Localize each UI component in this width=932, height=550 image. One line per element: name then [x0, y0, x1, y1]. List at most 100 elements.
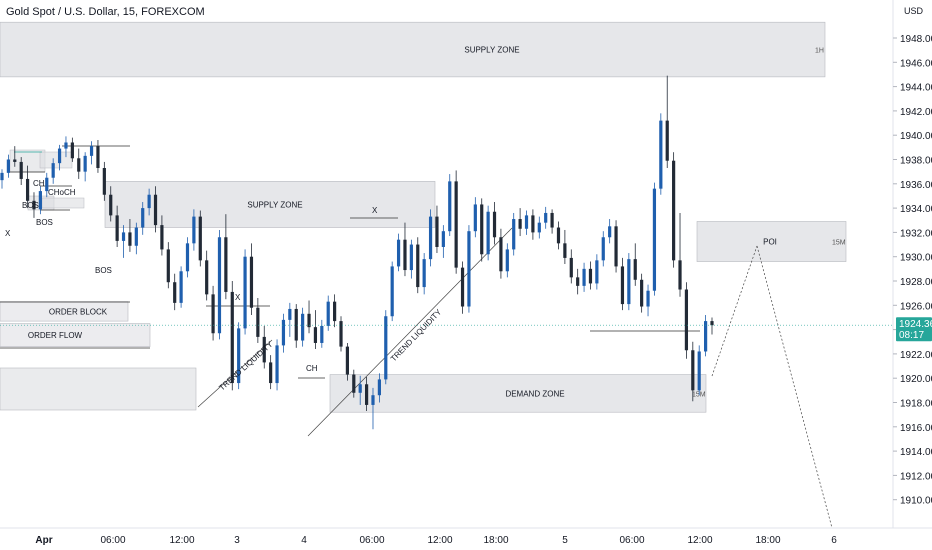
candle-body	[275, 345, 279, 384]
candle-body	[198, 216, 202, 261]
candle-body	[416, 244, 420, 288]
y-tick-label: 1912.00	[900, 471, 932, 482]
zone-rect	[104, 181, 436, 228]
y-tick-label: 1938.00	[900, 156, 932, 167]
candle	[467, 225, 471, 313]
candle	[416, 237, 420, 294]
candle-body	[614, 226, 618, 267]
candle-body	[307, 313, 311, 328]
candle-body	[13, 159, 17, 162]
candle-body	[352, 374, 356, 393]
y-tick-label: 1946.00	[900, 58, 932, 69]
candle	[224, 214, 228, 300]
candle-body	[499, 237, 503, 272]
trend-liquidity-line	[307, 227, 513, 437]
candle-body	[550, 212, 554, 228]
candle-body	[620, 266, 625, 305]
candle-body	[537, 222, 541, 233]
candle-body	[441, 231, 445, 247]
candle	[518, 208, 522, 237]
candle-body	[684, 289, 689, 351]
candle	[128, 219, 132, 252]
zone-rect	[41, 197, 85, 209]
candle-body	[160, 225, 164, 250]
candle-body	[121, 232, 126, 241]
candle	[505, 243, 509, 278]
candle-body	[57, 148, 62, 164]
candle-body	[422, 259, 426, 288]
zone-rect	[329, 374, 707, 413]
candle-body	[269, 362, 273, 384]
candle	[173, 273, 177, 311]
candle-body	[51, 163, 55, 178]
candle	[588, 261, 593, 290]
candle-body	[262, 336, 266, 363]
zone-label: POI	[763, 238, 777, 247]
candle-body	[288, 308, 292, 320]
candle-body	[601, 237, 605, 261]
candle	[640, 273, 644, 313]
candle-body	[364, 384, 369, 405]
candle-body	[524, 215, 529, 229]
candle	[710, 317, 714, 335]
candle-body	[128, 232, 132, 246]
candle-body	[83, 155, 87, 172]
candle-body	[710, 321, 714, 326]
candle	[243, 249, 247, 335]
candle	[403, 222, 407, 277]
candle	[569, 249, 573, 284]
y-tick-label: 1926.00	[900, 301, 932, 312]
annotation-x: X	[235, 293, 241, 302]
candle-body	[173, 282, 177, 303]
candle-body	[460, 267, 465, 307]
candle	[512, 212, 516, 256]
candle	[460, 261, 465, 314]
candle	[537, 216, 541, 239]
zone-label: SUPPLY ZONE	[247, 200, 302, 209]
y-tick-label: 1916.00	[900, 423, 932, 434]
zone-rect	[0, 21, 826, 78]
candle-body	[192, 216, 196, 244]
candle-body	[25, 178, 30, 201]
annotation-x: X	[372, 206, 378, 215]
candle	[13, 146, 17, 167]
candle-body	[480, 204, 484, 255]
candle	[192, 209, 196, 251]
candle-body	[608, 226, 612, 238]
candle	[256, 298, 260, 343]
candle-body	[64, 142, 68, 149]
candle	[179, 266, 183, 308]
candle	[486, 205, 490, 261]
candle	[448, 174, 452, 237]
x-tick-label: 12:00	[687, 535, 712, 546]
candle-body	[556, 227, 561, 244]
candle-body	[224, 237, 228, 292]
candle	[230, 281, 234, 391]
zone-timeframe: 15M	[832, 240, 846, 247]
x-tick-label: 18:00	[755, 535, 780, 546]
candle	[582, 262, 586, 292]
candle	[358, 375, 362, 405]
candle	[115, 205, 119, 247]
y-tick-label: 1928.00	[900, 277, 932, 288]
candle	[25, 165, 30, 209]
y-tick-label: 1918.00	[900, 399, 932, 410]
candle-body	[249, 256, 254, 308]
candle-body	[134, 227, 138, 246]
candle-body	[205, 260, 209, 295]
candle	[89, 141, 94, 165]
candle-body	[473, 204, 477, 232]
candle-body	[672, 160, 676, 261]
candle	[301, 307, 305, 347]
candle	[601, 231, 605, 267]
candle-body	[96, 146, 100, 169]
projection-line	[711, 245, 758, 377]
candle	[262, 325, 266, 369]
candle-body	[569, 257, 573, 278]
candle-body	[230, 291, 234, 384]
candle	[646, 284, 650, 317]
candle	[237, 322, 241, 390]
candle	[608, 219, 612, 244]
candle	[473, 197, 477, 238]
